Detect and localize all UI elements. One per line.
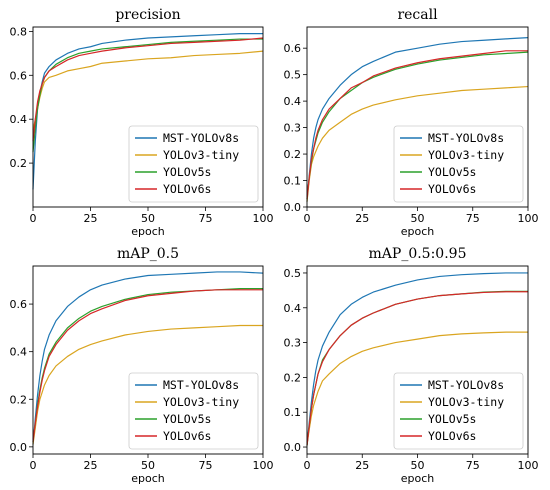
y-tick-label: 0.0 bbox=[10, 441, 28, 454]
y-tick-label: 0.3 bbox=[284, 337, 302, 350]
legend-label: YOLOv5s bbox=[163, 165, 211, 179]
x-tick-label: 100 bbox=[253, 459, 274, 472]
x-tick-label: 25 bbox=[84, 459, 98, 472]
series-line-yolov6s bbox=[306, 50, 528, 200]
series-line-yolov6s bbox=[32, 37, 264, 142]
x-axis-label: epoch bbox=[131, 225, 165, 238]
y-tick-label: 0.2 bbox=[284, 148, 302, 161]
chart-title: precision bbox=[115, 7, 180, 23]
legend-label: MST-YOLOv8s bbox=[428, 378, 504, 392]
y-tick-label: 0.4 bbox=[10, 113, 28, 126]
legend-box bbox=[393, 372, 524, 450]
y-tick-label: 0.2 bbox=[10, 157, 28, 170]
series-line-yolov5s bbox=[32, 38, 263, 153]
y-tick-label: 0.2 bbox=[284, 371, 302, 384]
y-tick-label: 0.2 bbox=[10, 393, 28, 406]
chart-panel-1: precision 0 25 50 75 100 0.2 0.4 0.6 0.8 epoch MST-… bbox=[10, 7, 274, 238]
series-line-yolov6s bbox=[32, 289, 263, 443]
y-tick-label: 0.5 bbox=[284, 69, 302, 82]
legend-label: MST-YOLOv8s bbox=[428, 131, 504, 145]
legend-label: MST-YOLOv8s bbox=[163, 131, 239, 145]
y-tick-label: 0.0 bbox=[284, 441, 302, 454]
legend-box bbox=[128, 125, 259, 203]
x-tick-label: 25 bbox=[355, 459, 369, 472]
x-tick-label: 50 bbox=[411, 212, 425, 225]
x-axis-label: epoch bbox=[131, 472, 165, 485]
legend-label: YOLOv5s bbox=[428, 412, 476, 426]
legend-label: YOLOv5s bbox=[428, 165, 476, 179]
legend-label: YOLOv3-tiny bbox=[428, 148, 504, 162]
x-tick-label: 50 bbox=[141, 459, 155, 472]
series-line-yolov3-tiny bbox=[32, 324, 263, 445]
x-tick-label: 25 bbox=[84, 212, 98, 225]
chart-panel-2: recall 0 25 50 75 100 0.0 0.1 0.2 0.3 0.4 0.5 0.6 epo… bbox=[284, 7, 539, 238]
series-line-yolov3-tiny bbox=[306, 85, 529, 202]
legend-label: YOLOv6s bbox=[428, 182, 476, 196]
series-line-yolov3-tiny bbox=[306, 331, 528, 446]
chart-panel-4: mAP_0.5:0.95 0 25 50 75 100 0.0 0.1 0.2 0.3 0.4 0.5… bbox=[284, 246, 539, 485]
y-tick-label: 0.6 bbox=[10, 298, 28, 311]
x-tick-label: 100 bbox=[518, 212, 539, 225]
x-tick-label: 75 bbox=[466, 459, 480, 472]
x-tick-label: 25 bbox=[355, 212, 369, 225]
series-line-yolov6s bbox=[306, 291, 528, 446]
y-tick-label: 0.5 bbox=[284, 267, 302, 280]
legend-box bbox=[128, 372, 259, 450]
x-tick-label: 100 bbox=[518, 459, 539, 472]
series-line-yolov3-tiny bbox=[32, 50, 264, 131]
x-tick-label: 0 bbox=[304, 212, 311, 225]
y-tick-label: 0.6 bbox=[10, 69, 28, 82]
x-tick-label: 0 bbox=[30, 459, 37, 472]
legend: MST-YOLOv8s YOLOv3-tiny YOLOv5s YOLOv6s bbox=[128, 372, 259, 450]
y-tick-label: 0.4 bbox=[10, 346, 28, 359]
legend: MST-YOLOv8s YOLOv3-tiny YOLOv5s YOLOv6s bbox=[128, 125, 259, 203]
x-axis-label: epoch bbox=[401, 225, 435, 238]
legend-label: YOLOv3-tiny bbox=[428, 395, 504, 409]
x-tick-label: 75 bbox=[466, 212, 480, 225]
legend-box bbox=[393, 125, 524, 203]
legend-label: YOLOv6s bbox=[163, 182, 211, 196]
y-tick-label: 0.1 bbox=[284, 175, 302, 188]
y-tick-label: 0.6 bbox=[284, 42, 302, 55]
series-line-mst-yolov8s bbox=[306, 272, 528, 446]
legend-label: YOLOv3-tiny bbox=[163, 148, 239, 162]
chart-title: mAP_0.5 bbox=[117, 246, 179, 262]
legend-label: YOLOv6s bbox=[163, 429, 211, 443]
x-tick-label: 50 bbox=[411, 459, 425, 472]
legend-label: YOLOv5s bbox=[163, 412, 211, 426]
chart-panel-3: mAP_0.5 0 25 50 75 100 0.0 0.2 0.4 0.6 epoch MST-YO… bbox=[10, 246, 274, 485]
x-tick-label: 0 bbox=[30, 212, 37, 225]
y-tick-label: 0.1 bbox=[284, 406, 302, 419]
chart-title: recall bbox=[397, 7, 438, 23]
series-line-mst-yolov8s bbox=[306, 36, 529, 202]
x-tick-label: 75 bbox=[199, 459, 213, 472]
legend: MST-YOLOv8s YOLOv3-tiny YOLOv5s YOLOv6s bbox=[393, 372, 524, 450]
legend-label: YOLOv6s bbox=[428, 429, 476, 443]
series-line-mst-yolov8s bbox=[32, 271, 264, 445]
x-tick-label: 75 bbox=[199, 212, 213, 225]
y-tick-label: 0.8 bbox=[10, 25, 28, 38]
y-tick-label: 0.4 bbox=[284, 302, 302, 315]
y-tick-label: 0.0 bbox=[284, 201, 302, 214]
chart-title: mAP_0.5:0.95 bbox=[369, 246, 467, 262]
legend-label: YOLOv3-tiny bbox=[163, 395, 239, 409]
legend: MST-YOLOv8s YOLOv3-tiny YOLOv5s YOLOv6s bbox=[393, 125, 524, 203]
x-axis-label: epoch bbox=[401, 472, 435, 485]
x-tick-label: 50 bbox=[141, 212, 155, 225]
y-tick-label: 0.4 bbox=[284, 95, 302, 108]
y-tick-label: 0.3 bbox=[284, 122, 302, 135]
x-tick-label: 100 bbox=[253, 212, 274, 225]
legend-label: MST-YOLOv8s bbox=[163, 378, 239, 392]
x-tick-label: 0 bbox=[304, 459, 311, 472]
